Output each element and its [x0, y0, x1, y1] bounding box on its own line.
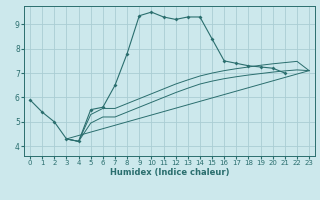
X-axis label: Humidex (Indice chaleur): Humidex (Indice chaleur) — [110, 168, 229, 177]
